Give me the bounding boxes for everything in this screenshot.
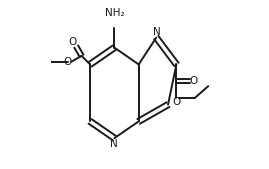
Text: NH₂: NH₂ (105, 8, 124, 18)
Text: O: O (68, 37, 76, 47)
Text: N: N (110, 139, 118, 149)
Text: N: N (153, 27, 161, 37)
Text: O: O (172, 97, 180, 107)
Text: O: O (190, 76, 198, 86)
Text: O: O (63, 57, 72, 67)
